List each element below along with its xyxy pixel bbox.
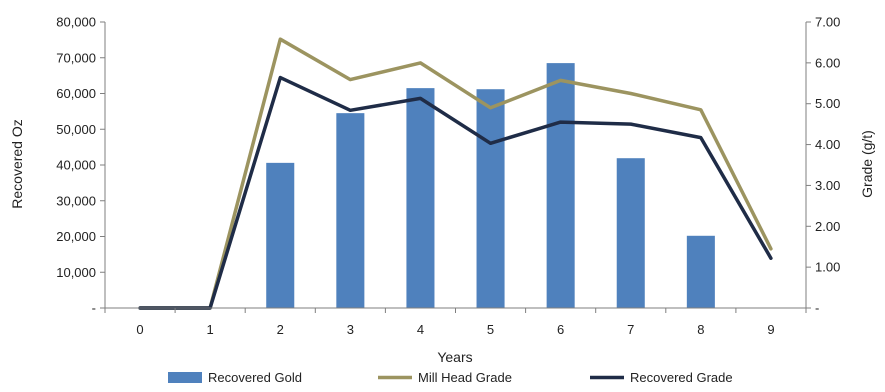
plot-area xyxy=(138,37,773,310)
bar-recovered-gold-8 xyxy=(686,235,715,308)
left-tick-label: 60,000 xyxy=(56,86,96,101)
left-tick-label: 10,000 xyxy=(56,265,96,280)
bar-recovered-gold-2 xyxy=(266,162,295,308)
left-tick-label: - xyxy=(92,301,96,316)
legend-swatch-recovered-gold xyxy=(168,372,202,383)
x-tick-label: 0 xyxy=(136,322,143,337)
x-tick-label: 9 xyxy=(767,322,774,337)
bar-recovered-gold-5 xyxy=(476,89,505,309)
legend-label-mill-head-grade: Mill Head Grade xyxy=(418,370,512,385)
line-recovered-grade xyxy=(138,75,773,310)
left-tick-label: 40,000 xyxy=(56,158,96,173)
left-tick-label: 80,000 xyxy=(56,15,96,30)
right-tick-label: 4.00 xyxy=(815,137,840,152)
x-tick-label: 1 xyxy=(207,322,214,337)
right-tick-label: - xyxy=(815,301,819,316)
x-tick-label: 4 xyxy=(417,322,424,337)
legend-label-recovered-grade: Recovered Grade xyxy=(630,370,733,385)
legend: Recovered Gold Mill Head Grade Recovered G… xyxy=(168,370,733,385)
line-mill-head-grade xyxy=(138,37,773,310)
left-tick-label: 20,000 xyxy=(56,229,96,244)
right-tick-label: 3.00 xyxy=(815,178,840,193)
bar-recovered-gold-7 xyxy=(616,158,645,308)
right-tick-label: 5.00 xyxy=(815,96,840,111)
right-tick-label: 7.00 xyxy=(815,15,840,30)
x-tick-label: 6 xyxy=(557,322,564,337)
x-tick-label: 2 xyxy=(277,322,284,337)
right-tick-label: 1.00 xyxy=(815,260,840,275)
x-axis-title: Years xyxy=(437,349,472,365)
right-tick-label: 6.00 xyxy=(815,55,840,70)
x-tick-label: 3 xyxy=(347,322,354,337)
y2-axis-title: Grade (g/t) xyxy=(859,130,875,198)
left-tick-label: 50,000 xyxy=(56,122,96,137)
x-axis: 0 1 2 3 4 5 6 7 8 9 xyxy=(104,307,807,337)
bar-recovered-gold-4 xyxy=(406,88,435,308)
legend-label-recovered-gold: Recovered Gold xyxy=(208,370,302,385)
bar-recovered-gold-6 xyxy=(546,63,575,308)
x-tick-label: 7 xyxy=(627,322,634,337)
x-tick-label: 5 xyxy=(487,322,494,337)
left-axis: - 10,000 20,000 30,000 40,000 50,000 60,000 70,… xyxy=(56,15,106,316)
x-tick-label: 8 xyxy=(697,322,704,337)
right-axis: - 1.00 2.00 3.00 4.00 5.00 6.00 7.00 xyxy=(805,15,840,316)
left-tick-label: 30,000 xyxy=(56,193,96,208)
y-axis-title: Recovered Oz xyxy=(9,119,25,208)
left-tick-label: 70,000 xyxy=(56,50,96,65)
right-tick-label: 2.00 xyxy=(815,219,840,234)
bar-recovered-gold-3 xyxy=(336,113,365,308)
